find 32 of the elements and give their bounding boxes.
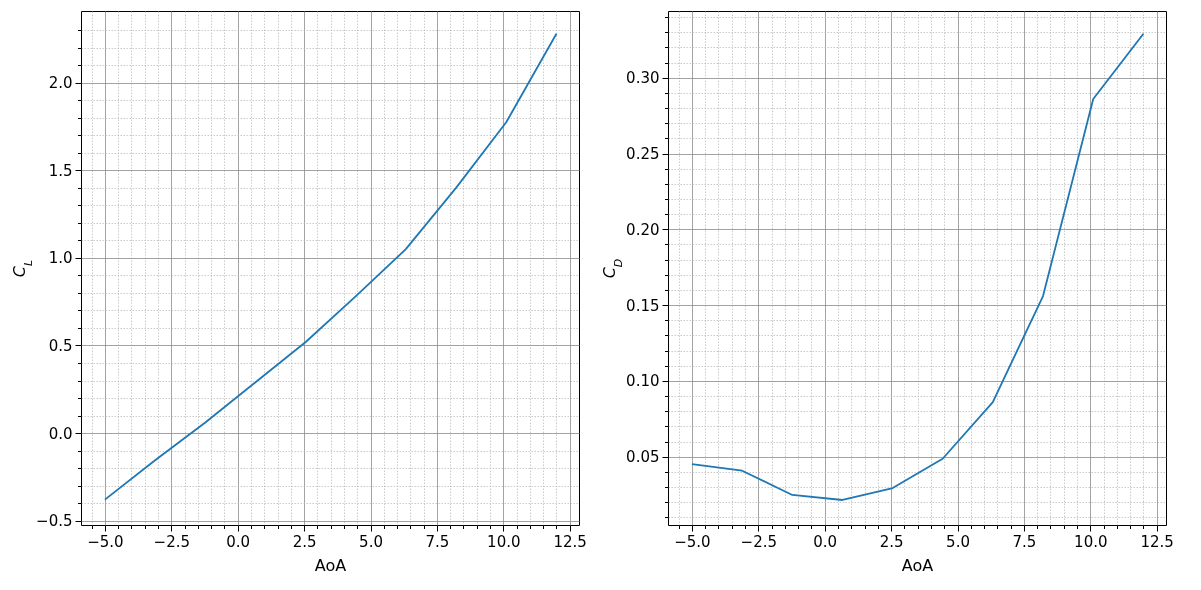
x-tick-label: −2.5: [740, 532, 778, 551]
x-axis-title: AoA: [901, 555, 934, 575]
y-tick-label: 0.30: [626, 69, 660, 88]
x-tick-label: 12.5: [1140, 532, 1174, 551]
y-tick-label: 0.0: [48, 424, 73, 443]
x-tick-label: −5.0: [87, 532, 124, 551]
y-tick-label: 1.5: [48, 161, 73, 180]
x-tick-label: 5.0: [946, 532, 970, 551]
x-tick-label: 7.5: [425, 532, 450, 551]
x-tick-label: 0.0: [226, 532, 251, 551]
x-axis-title: AoA: [314, 555, 347, 575]
x-tick-label: 5.0: [359, 532, 383, 551]
x-tick-label: −2.5: [153, 532, 191, 551]
y-tick-label: 0.20: [626, 220, 660, 239]
x-tick-label: 2.5: [879, 532, 904, 551]
line-series: [691, 32, 1145, 501]
y-tick-label: 0.05: [626, 448, 660, 467]
x-tick-label: 10.0: [487, 532, 521, 551]
line-series: [104, 32, 558, 501]
x-tick-label: 12.5: [553, 532, 587, 551]
y-tick-label: 1.0: [48, 249, 73, 268]
y-tick-label: 2.0: [48, 74, 73, 93]
y-tick-label: 0.10: [626, 372, 660, 391]
x-tick-label: 10.0: [1074, 532, 1108, 551]
x-tick-label: −5.0: [674, 532, 711, 551]
x-tick-label: 2.5: [292, 532, 317, 551]
y-tick-label: −0.5: [36, 512, 73, 531]
y-tick-label: 0.25: [626, 145, 660, 164]
y-tick-label: 0.15: [626, 296, 660, 315]
x-tick-label: 7.5: [1012, 532, 1037, 551]
y-tick-label: 0.5: [48, 336, 73, 355]
x-tick-label: 0.0: [813, 532, 838, 551]
